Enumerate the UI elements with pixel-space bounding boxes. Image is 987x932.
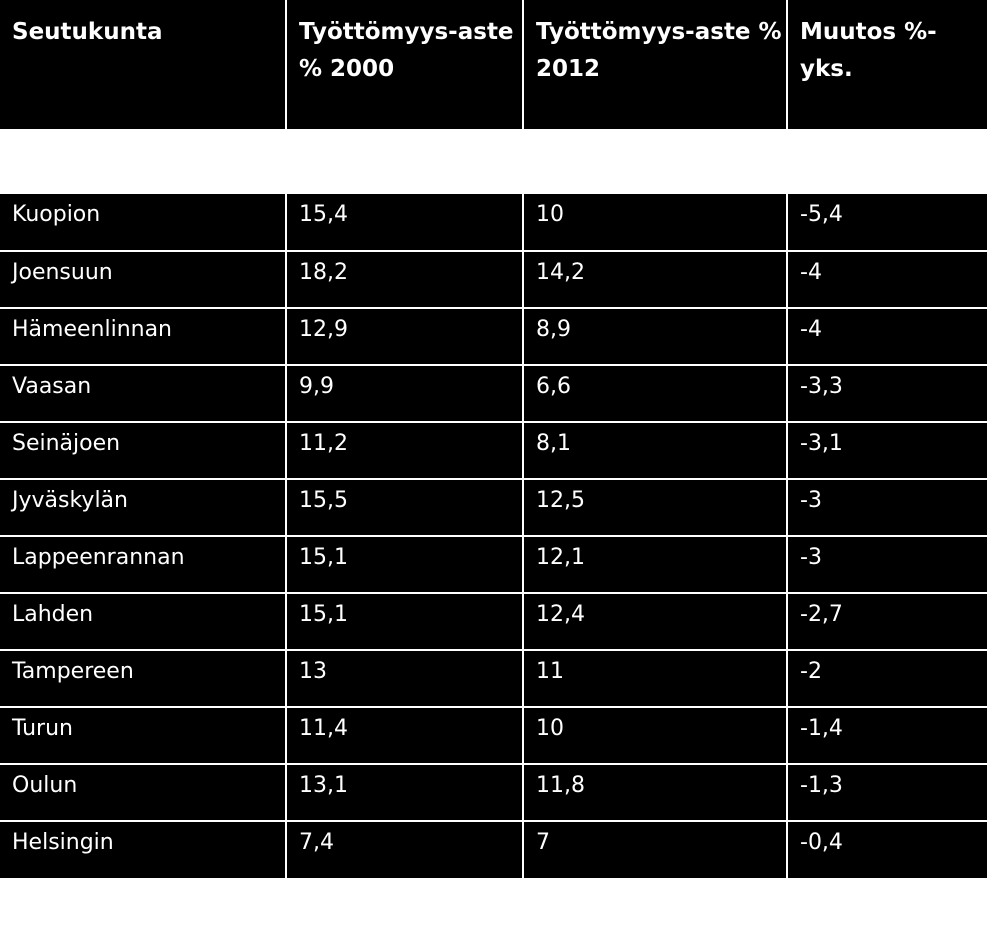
unemployment-2012-cell: 10 (522, 706, 788, 765)
region-cell: Lahden (0, 592, 287, 651)
table-header: Seutukunta Työttömyys-aste % 2000 Työttö… (0, 0, 987, 131)
unemployment-2000-cell: 12,9 (285, 307, 524, 366)
unemployment-2012-cell: 11,8 (522, 763, 788, 822)
unemployment-2000-cell: 11,2 (285, 421, 524, 480)
region-cell: Jyväskylän (0, 478, 287, 537)
unemployment-2012-cell: 8,1 (522, 421, 788, 480)
region-cell: Kuopion (0, 194, 287, 252)
region-cell: Turun (0, 706, 287, 765)
region-cell: Oulun (0, 763, 287, 822)
unemployment-2012-cell: 12,1 (522, 535, 788, 594)
table-row: Helsingin 7,4 7 -0,4 (0, 820, 987, 878)
table-row: Turun 11,4 10 -1,4 (0, 706, 987, 765)
table-row: Vaasan 9,9 6,6 -3,3 (0, 364, 987, 423)
table-row: Lappeenrannan 15,1 12,1 -3 (0, 535, 987, 594)
unemployment-2000-cell: 15,1 (285, 592, 524, 651)
table-row: Lahden 15,1 12,4 -2,7 (0, 592, 987, 651)
region-cell: Tampereen (0, 649, 287, 708)
unemployment-2000-cell: 13 (285, 649, 524, 708)
unemployment-2000-cell: 13,1 (285, 763, 524, 822)
column-header-change: Muutos %-yks. (786, 0, 987, 131)
region-cell: Lappeenrannan (0, 535, 287, 594)
unemployment-2012-cell: 7 (522, 820, 788, 878)
region-cell: Seinäjoen (0, 421, 287, 480)
table-row: Hämeenlinnan 12,9 8,9 -4 (0, 307, 987, 366)
table-row: Seinäjoen 11,2 8,1 -3,1 (0, 421, 987, 480)
unemployment-2012-cell: 8,9 (522, 307, 788, 366)
unemployment-2000-cell: 11,4 (285, 706, 524, 765)
column-header-region: Seutukunta (0, 0, 287, 131)
change-cell: -3 (786, 535, 987, 594)
change-cell: -5,4 (786, 194, 987, 252)
change-cell: -3,1 (786, 421, 987, 480)
unemployment-2000-cell: 15,5 (285, 478, 524, 537)
column-header-unemployment-2000: Työttömyys-aste % 2000 (285, 0, 524, 131)
change-cell: -2 (786, 649, 987, 708)
unemployment-2012-cell: 14,2 (522, 250, 788, 309)
unemployment-2012-cell: 6,6 (522, 364, 788, 423)
region-cell: Helsingin (0, 820, 287, 878)
unemployment-2000-cell: 18,2 (285, 250, 524, 309)
table-row: Kuopion 15,4 10 -5,4 (0, 194, 987, 252)
unemployment-2000-cell: 15,4 (285, 194, 524, 252)
unemployment-2000-cell: 9,9 (285, 364, 524, 423)
table-row: Jyväskylän 15,5 12,5 -3 (0, 478, 987, 537)
table-row: Tampereen 13 11 -2 (0, 649, 987, 708)
unemployment-2012-cell: 12,4 (522, 592, 788, 651)
header-row: Seutukunta Työttömyys-aste % 2000 Työttö… (0, 0, 987, 131)
change-cell: -1,4 (786, 706, 987, 765)
change-cell: -2,7 (786, 592, 987, 651)
unemployment-2012-cell: 10 (522, 194, 788, 252)
change-cell: -4 (786, 307, 987, 366)
change-cell: -1,3 (786, 763, 987, 822)
unemployment-2012-cell: 12,5 (522, 478, 788, 537)
table-row: Oulun 13,1 11,8 -1,3 (0, 763, 987, 822)
table-row: Joensuun 18,2 14,2 -4 (0, 250, 987, 309)
change-cell: -3,3 (786, 364, 987, 423)
column-header-unemployment-2012: Työttömyys-aste % 2012 (522, 0, 788, 131)
region-cell: Hämeenlinnan (0, 307, 287, 366)
data-table: Kuopion 15,4 10 -5,4 Joensuun 18,2 14,2 -4 Hämee… (0, 194, 987, 878)
change-cell: -3 (786, 478, 987, 537)
unemployment-2000-cell: 15,1 (285, 535, 524, 594)
change-cell: -0,4 (786, 820, 987, 878)
region-cell: Joensuun (0, 250, 287, 309)
region-cell: Vaasan (0, 364, 287, 423)
unemployment-2012-cell: 11 (522, 649, 788, 708)
unemployment-2000-cell: 7,4 (285, 820, 524, 878)
change-cell: -4 (786, 250, 987, 309)
